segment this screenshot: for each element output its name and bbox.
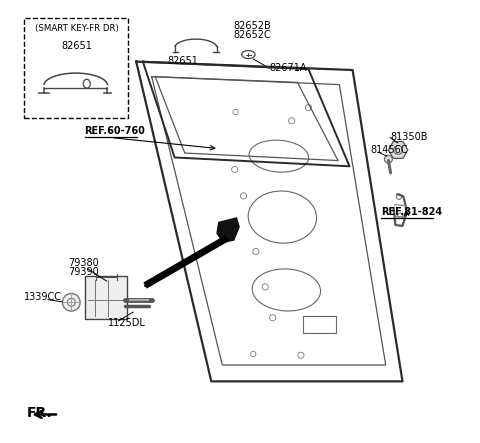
Text: 82671A: 82671A bbox=[270, 63, 307, 73]
Text: FR.: FR. bbox=[27, 406, 53, 420]
Text: 79390: 79390 bbox=[69, 267, 99, 277]
Text: 79380: 79380 bbox=[69, 258, 99, 268]
Text: 82652C: 82652C bbox=[233, 30, 271, 40]
Bar bbox=[24, 18, 128, 118]
Text: 1125DL: 1125DL bbox=[108, 318, 145, 328]
Text: 82651: 82651 bbox=[167, 56, 198, 66]
Bar bbox=[303, 316, 336, 333]
Polygon shape bbox=[217, 218, 239, 242]
Text: (SMART KEY-FR DR): (SMART KEY-FR DR) bbox=[35, 23, 118, 33]
Text: 81350B: 81350B bbox=[390, 132, 428, 142]
Text: 82652B: 82652B bbox=[233, 21, 271, 31]
Text: 81456C: 81456C bbox=[371, 144, 408, 155]
Text: REF.81-824: REF.81-824 bbox=[381, 207, 443, 217]
FancyBboxPatch shape bbox=[85, 276, 127, 319]
Text: 82651: 82651 bbox=[61, 41, 92, 51]
Circle shape bbox=[384, 155, 392, 163]
Text: 1339CC: 1339CC bbox=[24, 292, 61, 303]
Circle shape bbox=[62, 293, 80, 311]
Text: REF.60-760: REF.60-760 bbox=[84, 126, 145, 136]
